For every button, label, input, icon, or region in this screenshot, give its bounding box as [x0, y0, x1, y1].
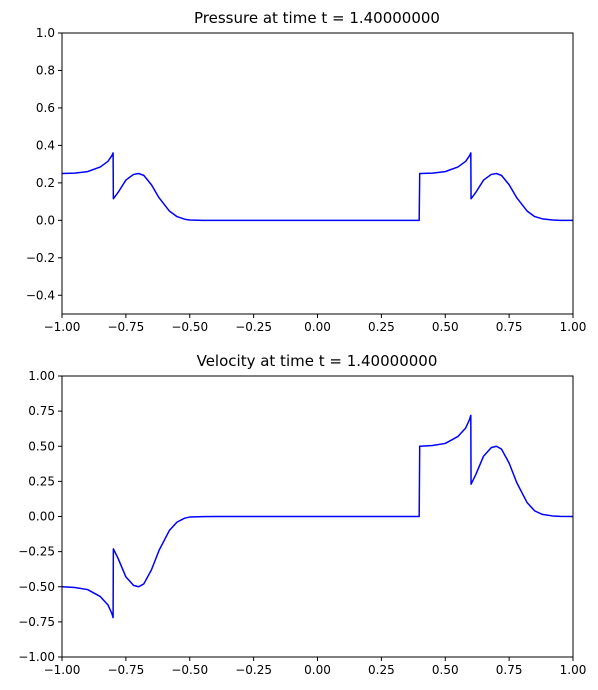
pressure-y-tick-label: 0.4 [36, 138, 55, 152]
pressure-x-tick-label: 1.00 [560, 320, 587, 334]
velocity-x-tick-label: 0.75 [496, 663, 523, 677]
pressure-x-tick-label: 0.00 [304, 320, 331, 334]
velocity-axes-frame [61, 375, 574, 658]
velocity-x-ticks: −1.00 −0.75 −0.50 −0.25 0.00 0.25 0.50 0.75 1.00 [44, 657, 587, 677]
velocity-y-tick-label: −0.50 [18, 580, 55, 594]
velocity-plot-area [61, 414, 574, 619]
velocity-y-tick-label: 0.25 [28, 474, 55, 488]
pressure-chart-title: Pressure at time t = 1.40000000 [194, 9, 440, 27]
pressure-y-tick-label: 1.0 [36, 26, 55, 40]
pressure-subplot: Pressure at time t = 1.40000000 −1.00 −0.… [26, 9, 587, 334]
velocity-subplot: Velocity at time t = 1.40000000 −1.00 −0.… [18, 352, 586, 677]
velocity-y-ticks: 1.00 0.75 0.50 0.25 0.00 −0.25 −0.50 −0.75 −1.00 [18, 369, 62, 664]
velocity-x-tick-label: −0.75 [107, 663, 144, 677]
pressure-x-tick-label: 0.25 [368, 320, 395, 334]
velocity-x-tick-label: 0.50 [432, 663, 459, 677]
velocity-x-tick-label: 0.00 [304, 663, 331, 677]
pressure-x-tick-label: −0.50 [171, 320, 208, 334]
velocity-y-tick-label: 0.75 [28, 404, 55, 418]
pressure-x-tick-label: 0.50 [432, 320, 459, 334]
velocity-y-tick-label: −0.75 [18, 615, 55, 629]
pressure-x-tick-label: 0.75 [496, 320, 523, 334]
pressure-y-tick-label: 0.6 [36, 101, 55, 115]
velocity-x-tick-label: −0.50 [171, 663, 208, 677]
pressure-y-tick-label: −0.4 [26, 288, 55, 302]
pressure-plot-area [61, 152, 573, 222]
pressure-x-tick-label: −0.75 [107, 320, 144, 334]
velocity-x-tick-label: 1.00 [560, 663, 587, 677]
pressure-series-line [61, 152, 573, 222]
pressure-y-tick-label: 0.8 [36, 63, 55, 77]
velocity-chart-title: Velocity at time t = 1.40000000 [197, 352, 438, 370]
pressure-y-tick-label: 0.2 [36, 176, 55, 190]
velocity-x-tick-label: −1.00 [44, 663, 81, 677]
pressure-x-tick-label: −1.00 [44, 320, 81, 334]
pressure-y-ticks: 1.0 0.8 0.6 0.4 0.2 0.0 −0.2 −0.4 [26, 26, 62, 302]
velocity-y-tick-label: 1.00 [28, 369, 55, 383]
pressure-y-tick-label: 0.0 [36, 213, 55, 227]
velocity-y-tick-label: −1.00 [18, 650, 55, 664]
velocity-y-tick-label: 0.00 [28, 510, 55, 524]
velocity-x-tick-label: 0.25 [368, 663, 395, 677]
pressure-axes-frame [61, 32, 574, 315]
velocity-x-tick-label: −0.25 [235, 663, 272, 677]
pressure-y-tick-label: −0.2 [26, 251, 55, 265]
pressure-x-tick-label: −0.25 [235, 320, 272, 334]
pressure-x-ticks: −1.00 −0.75 −0.50 −0.25 0.00 0.25 0.50 0.75 1.00 [44, 314, 587, 334]
velocity-y-tick-label: −0.25 [18, 545, 55, 559]
velocity-series-line [61, 414, 574, 619]
velocity-y-tick-label: 0.50 [28, 439, 55, 453]
